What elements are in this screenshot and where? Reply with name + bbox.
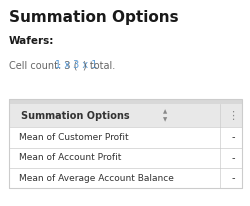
Text: ⋮: ⋮ — [226, 111, 237, 121]
Text: Cell count: 3 (: Cell count: 3 ( — [9, 60, 77, 70]
Bar — [9, 127, 241, 148]
Text: ) total.: ) total. — [83, 60, 115, 70]
Text: ▼: ▼ — [162, 117, 166, 122]
Text: Summation Options: Summation Options — [21, 111, 129, 121]
Text: -: - — [230, 173, 234, 183]
Bar — [9, 168, 241, 188]
Text: -: - — [230, 153, 234, 163]
Bar — [9, 148, 241, 168]
Text: 1 x 3 x 1: 1 x 3 x 1 — [55, 60, 97, 70]
Text: Mean of Account Profit: Mean of Account Profit — [19, 153, 121, 162]
Text: Mean of Customer Profit: Mean of Customer Profit — [19, 133, 128, 142]
Text: ▲: ▲ — [162, 110, 166, 115]
Text: Wafers:: Wafers: — [9, 36, 54, 46]
Bar — [9, 99, 241, 104]
Bar — [9, 104, 241, 127]
Bar — [9, 99, 241, 188]
Text: Summation Options: Summation Options — [9, 9, 178, 25]
Text: Mean of Average Account Balance: Mean of Average Account Balance — [19, 174, 173, 183]
Text: -: - — [230, 132, 234, 143]
